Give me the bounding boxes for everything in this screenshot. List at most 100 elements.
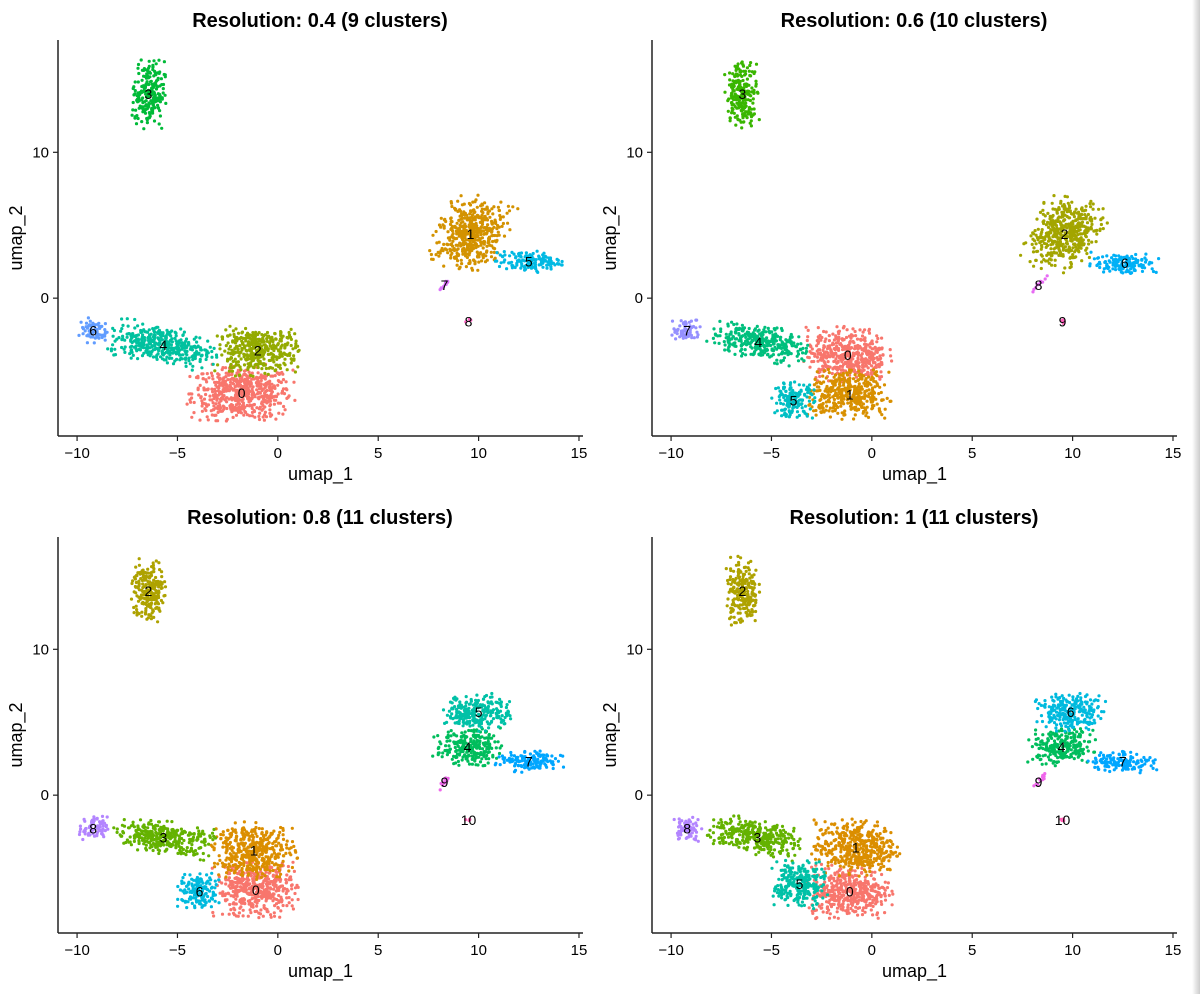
data-point	[1053, 230, 1056, 233]
data-point	[1074, 246, 1077, 249]
data-point	[164, 358, 167, 361]
data-point	[286, 336, 289, 339]
data-point	[454, 208, 457, 211]
data-point	[179, 327, 182, 330]
data-point	[812, 388, 815, 391]
data-point	[282, 405, 285, 408]
data-point	[264, 348, 267, 351]
data-point	[875, 340, 878, 343]
data-point	[788, 411, 791, 414]
data-point	[876, 403, 879, 406]
data-point	[502, 260, 505, 263]
data-point	[228, 388, 231, 391]
data-point	[196, 375, 199, 378]
data-point	[224, 366, 227, 369]
data-point	[1042, 201, 1045, 204]
data-point	[169, 334, 172, 337]
data-point	[821, 404, 824, 407]
data-point	[486, 229, 489, 232]
data-point	[485, 245, 488, 248]
data-point	[212, 914, 215, 917]
data-point	[191, 348, 194, 351]
data-point	[874, 366, 877, 369]
data-point	[831, 372, 834, 375]
data-point	[772, 343, 775, 346]
x-axis-label: umap_1	[882, 464, 947, 485]
data-point	[462, 210, 465, 213]
data-point	[741, 327, 744, 330]
data-point	[182, 333, 185, 336]
data-point	[1074, 218, 1077, 221]
data-point	[1049, 231, 1052, 234]
data-point	[486, 223, 489, 226]
data-point	[275, 338, 278, 341]
data-point	[767, 330, 770, 333]
data-point	[242, 414, 245, 417]
data-point	[851, 327, 854, 330]
data-point	[840, 418, 843, 421]
data-point	[782, 381, 785, 384]
data-point	[270, 386, 273, 389]
x-tick-label: 5	[968, 445, 976, 462]
data-point	[1053, 247, 1056, 250]
data-point	[727, 346, 730, 349]
data-point	[851, 334, 854, 337]
data-point	[1069, 261, 1072, 264]
data-point	[744, 102, 747, 105]
data-point	[229, 352, 232, 355]
data-point	[97, 322, 100, 325]
data-point	[149, 337, 152, 340]
data-point	[878, 386, 881, 389]
data-point	[80, 321, 83, 324]
data-point	[519, 255, 522, 258]
data-point	[804, 352, 807, 355]
data-point	[727, 97, 730, 100]
data-point	[829, 415, 832, 418]
data-point	[741, 324, 744, 327]
data-point	[209, 346, 212, 349]
data-point	[251, 877, 254, 880]
data-point	[231, 340, 234, 343]
data-point	[813, 396, 816, 399]
data-point	[797, 359, 800, 362]
data-point	[287, 353, 290, 356]
data-point	[274, 369, 277, 372]
data-point	[739, 349, 742, 352]
data-point	[1035, 234, 1038, 237]
data-point	[138, 107, 141, 110]
data-point	[263, 383, 266, 386]
data-point	[732, 335, 735, 338]
data-point	[481, 236, 484, 239]
data-point	[232, 416, 235, 419]
data-point	[479, 221, 482, 224]
data-point	[1044, 277, 1047, 280]
data-point	[470, 267, 473, 270]
data-point	[216, 363, 219, 366]
data-point	[142, 127, 145, 130]
data-point	[718, 342, 721, 345]
data-point	[480, 226, 483, 229]
data-point	[242, 909, 245, 912]
data-point	[784, 390, 787, 393]
data-point	[286, 368, 289, 371]
data-point	[1148, 261, 1151, 264]
data-point	[798, 383, 801, 386]
data-point	[291, 904, 294, 907]
data-point	[150, 333, 153, 336]
data-point	[736, 65, 739, 68]
data-point	[827, 368, 830, 371]
data-point	[212, 404, 215, 407]
data-point	[766, 353, 769, 356]
data-point	[731, 79, 734, 82]
data-point	[808, 400, 811, 403]
data-point	[748, 64, 751, 67]
data-point	[792, 341, 795, 344]
data-point	[837, 401, 840, 404]
data-point	[747, 98, 750, 101]
data-point	[470, 242, 473, 245]
data-point	[1035, 218, 1038, 221]
data-point	[188, 375, 191, 378]
x-tick-label: −5	[169, 445, 186, 462]
data-point	[461, 253, 464, 256]
data-point	[284, 353, 287, 356]
